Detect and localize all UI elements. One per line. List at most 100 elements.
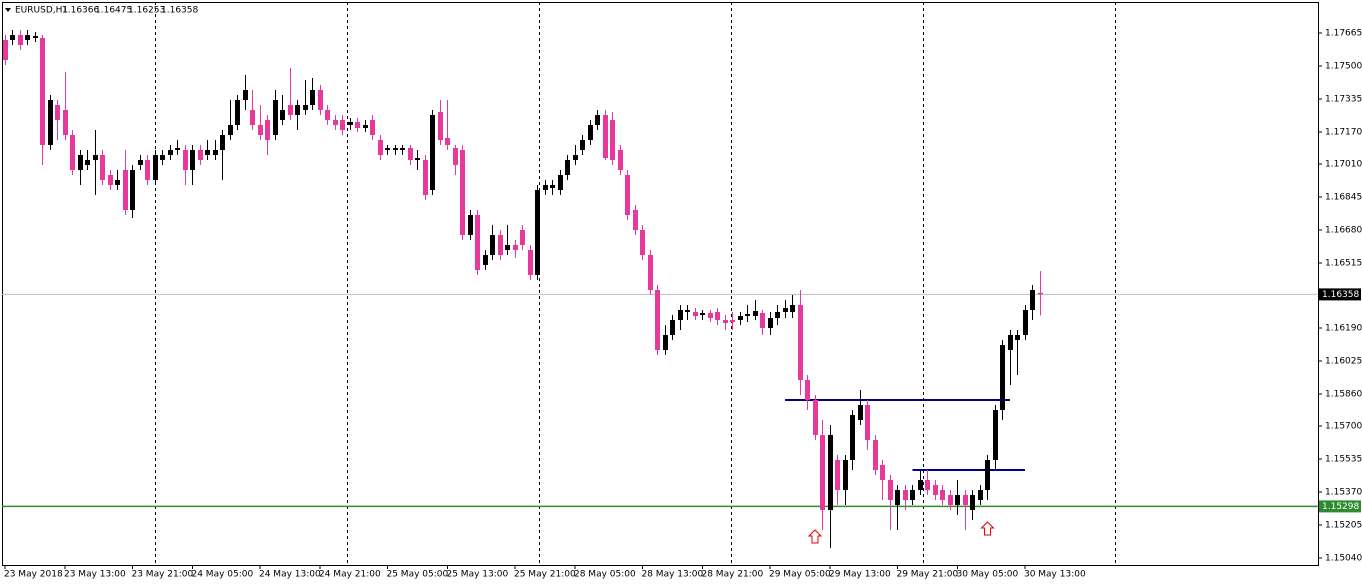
candle-body	[603, 115, 608, 158]
candle-body	[280, 110, 285, 120]
candle-body	[535, 190, 540, 275]
candle-body	[775, 312, 780, 318]
candle-body	[93, 155, 98, 160]
candle-body	[168, 150, 173, 155]
candle-body	[850, 415, 855, 460]
candle-body	[550, 185, 555, 188]
candle-body	[730, 320, 735, 322]
candle-body	[430, 115, 435, 190]
y-tick-label: 1.17665	[1325, 29, 1362, 39]
x-tick-label: 28 May 21:00	[701, 570, 763, 580]
candle-body	[460, 150, 465, 235]
candle-body	[475, 215, 480, 270]
y-tick-label: 1.15700	[1325, 422, 1362, 432]
candle-body	[423, 160, 428, 195]
candle-body	[745, 314, 750, 316]
y-tick-label: 1.15370	[1325, 488, 1362, 498]
candle-body	[490, 235, 495, 255]
y-tick-label: 1.17010	[1325, 160, 1362, 170]
menu-triangle	[5, 8, 11, 12]
candle-body	[655, 290, 660, 350]
candle-body	[190, 150, 195, 170]
candle-body	[445, 138, 450, 145]
candle-body	[295, 105, 300, 115]
candle-body	[243, 90, 248, 100]
y-tick-label: 1.16025	[1325, 357, 1362, 367]
candle-body	[948, 495, 953, 505]
x-tick-label: 28 May 13:00	[641, 570, 703, 580]
candle-body	[925, 480, 930, 490]
candle-body	[700, 313, 705, 315]
x-tick-label: 30 May 13:00	[1024, 570, 1086, 580]
candle-body	[25, 35, 30, 40]
candle-body	[978, 490, 983, 500]
candle-body	[378, 140, 383, 155]
candle-body	[865, 405, 870, 440]
candle-body	[1023, 310, 1028, 335]
candle-body	[880, 465, 885, 480]
y-tick-label: 1.17170	[1325, 128, 1362, 138]
candle-body	[573, 155, 578, 160]
y-tick-label: 1.16515	[1325, 259, 1362, 269]
arrow	[807, 529, 823, 544]
candle-body	[805, 380, 810, 400]
candle-body	[288, 105, 293, 115]
candle-body	[843, 460, 848, 490]
candle-body	[138, 160, 143, 165]
day-separators	[155, 2, 1116, 565]
candle-body	[918, 480, 923, 490]
candle-body	[753, 311, 758, 316]
candle-body	[715, 312, 720, 320]
candle-body	[438, 112, 443, 140]
candle-body	[175, 148, 180, 150]
candle-body	[940, 490, 945, 500]
candle-body	[468, 215, 473, 235]
candle-body	[303, 105, 308, 110]
candle-body	[798, 305, 803, 380]
candle-body	[903, 490, 908, 500]
candle-body	[618, 150, 623, 170]
candle-body	[1015, 335, 1020, 340]
candle-body	[513, 245, 518, 250]
candle-body	[370, 120, 375, 135]
price-label: 1.16358	[1322, 290, 1359, 300]
price-label-box	[1319, 288, 1361, 301]
candle-body	[318, 90, 323, 110]
open-price: 1.16366	[62, 6, 99, 16]
candle-body	[663, 335, 668, 350]
candle-body	[228, 125, 233, 135]
x-tick-label: 24 May 05:00	[191, 570, 253, 580]
candle-body	[835, 460, 840, 490]
candle-body	[63, 110, 68, 135]
y-tick-label: 1.16680	[1325, 226, 1362, 236]
candle-body	[340, 120, 345, 130]
candle-body	[1038, 292, 1043, 295]
candle-body	[123, 170, 128, 210]
y-tick-label: 1.15860	[1325, 390, 1362, 400]
candle-body	[363, 125, 368, 128]
candle-body	[453, 148, 458, 165]
candle-body	[648, 255, 653, 290]
candle-body	[355, 122, 360, 128]
candle-body	[678, 310, 683, 320]
x-tick-label: 29 May 05:00	[769, 570, 831, 580]
candle-body	[183, 150, 188, 170]
candle-body	[828, 435, 833, 510]
symbol: EURUSD,H1	[15, 6, 68, 16]
candle-body	[543, 185, 548, 190]
candle-body	[273, 100, 278, 135]
y-tick-label: 1.17335	[1325, 95, 1362, 105]
candle-body	[783, 308, 788, 312]
x-tick-label: 29 May 13:00	[829, 570, 891, 580]
low-price: 1.16253	[128, 6, 165, 16]
y-tick-label: 1.15040	[1325, 554, 1362, 564]
candle-body	[760, 313, 765, 328]
candle-body	[258, 125, 263, 135]
candle-body	[580, 140, 585, 150]
candle-body	[520, 230, 525, 245]
candle-body	[160, 155, 165, 160]
candle-body	[235, 100, 240, 125]
candle-body	[723, 320, 728, 323]
candle-body	[393, 148, 398, 150]
